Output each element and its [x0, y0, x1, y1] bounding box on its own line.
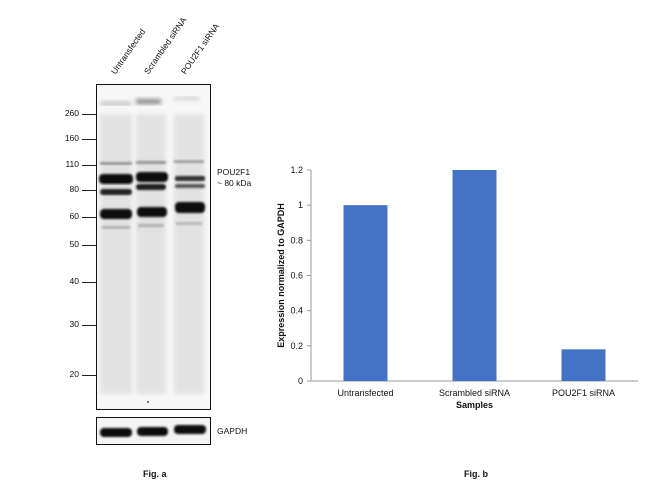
bar: [561, 349, 606, 381]
loading-control-label: GAPDH: [217, 426, 248, 436]
caption-fig-b: Fig. b: [464, 469, 488, 479]
caption-fig-a: Fig. a: [143, 469, 167, 479]
mw-tick: [82, 375, 96, 376]
mw-tick: [82, 165, 96, 166]
mw-marker-260: 260: [64, 108, 79, 118]
mw-tick: [82, 217, 96, 218]
mw-marker-30: 30: [69, 319, 79, 329]
mw-marker-160: 160: [64, 133, 79, 143]
target-label-size: ~ 80 kDa: [217, 178, 252, 188]
x-tick-label: Untransfected: [337, 388, 393, 398]
bar: [343, 205, 388, 381]
x-tick-label: Scrambled siRNA: [439, 388, 510, 398]
y-tick-label: 0.8: [290, 235, 303, 245]
y-tick-label: 0: [298, 376, 303, 386]
x-axis-label: Samples: [456, 400, 493, 410]
y-tick-label: 0.6: [290, 271, 303, 281]
y-tick-label: 1.2: [290, 165, 303, 175]
target-label-pou2f1: POU2F1: [217, 167, 251, 177]
y-tick-label: 0.2: [290, 341, 303, 351]
bar: [452, 170, 497, 381]
mw-marker-110: 110: [65, 159, 79, 169]
western-blot-main: [96, 84, 211, 410]
mw-marker-20: 20: [69, 369, 79, 379]
bar-chart: 0 0.2 0.4 0.6 0.8 1 1.2 Untransfected Scrambled …: [276, 165, 638, 410]
lane-label-pou2f1-sirna: POU2F1 siRNA: [178, 21, 222, 76]
mw-tick: [82, 190, 96, 191]
y-axis-label: Expression normalized to GAPDH: [276, 203, 286, 348]
x-tick-label: POU2F1 siRNA: [552, 388, 615, 398]
mw-tick: [82, 282, 96, 283]
y-tick-label: 1: [298, 200, 303, 210]
mw-tick: [82, 325, 96, 326]
mw-tick: [82, 114, 96, 115]
y-tick-label: 0.4: [290, 306, 303, 316]
mw-marker-50: 50: [69, 239, 79, 249]
mw-marker-80: 80: [69, 184, 79, 194]
mw-marker-60: 60: [69, 211, 79, 221]
mw-tick: [82, 139, 96, 140]
western-blot-gapdh: [96, 417, 211, 445]
mw-marker-40: 40: [69, 276, 79, 286]
mw-tick: [82, 245, 96, 246]
